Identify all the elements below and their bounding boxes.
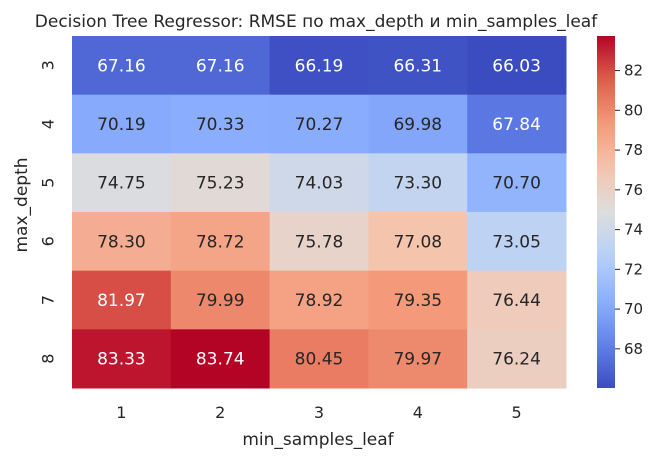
heatmap-cell-label: 79.35 [393,291,442,311]
y-tick-label: 4 [39,119,58,129]
heatmap-cell-label: 81.97 [97,291,146,311]
heatmap-cell [368,94,468,154]
colorbar-tick-label: 76 [624,181,643,199]
heatmap-cell-label: 70.33 [196,115,245,135]
heatmap-cell [72,212,172,272]
y-tick-label: 7 [39,295,58,305]
heatmap-cell-label: 76.44 [492,291,541,311]
colorbar-tick-label: 78 [624,141,643,159]
heatmap-cell-label: 79.99 [196,291,245,311]
colorbar-tick-label: 70 [624,300,643,318]
colorbar-tick-label: 82 [624,62,643,80]
x-tick-label: 4 [413,403,423,422]
y-tick-label: 8 [39,354,58,364]
heatmap-cell-label: 70.19 [97,115,146,135]
heatmap-cell [269,36,369,96]
heatmap-cell [467,94,567,154]
heatmap-cell-label: 78.30 [97,232,146,252]
heatmap-cell-label: 70.27 [295,115,344,135]
heatmap-cell [269,329,369,389]
y-tick-label: 5 [39,178,58,188]
heatmap-cell-label: 70.70 [492,174,541,194]
chart-title: Decision Tree Regressor: RMSE по max_dep… [35,12,598,32]
heatmap-cell-label: 79.97 [393,350,442,370]
heatmap-cell [368,329,468,389]
colorbar-tick-label: 80 [624,101,643,119]
colorbar-tick-label: 72 [624,260,643,278]
x-axis-ticks: 1 2 3 4 5 [116,403,521,422]
heatmap-cell [170,212,271,272]
colorbar-ticks: 68 70 72 74 76 78 80 82 [615,62,643,358]
colorbar-tick-label: 74 [624,221,643,239]
heatmap-cell-label: 66.19 [295,56,344,76]
heatmap-cell-label: 83.74 [196,350,245,370]
heatmap-cell-labels: 67.16 67.16 66.19 66.31 66.03 70.19 70.33 70.27… [97,56,541,369]
heatmap-cell [269,153,369,213]
heatmap-cell [368,270,468,330]
x-tick-label: 3 [314,403,324,422]
heatmap-cell [368,212,468,272]
heatmap-cell-label: 66.03 [492,56,541,76]
x-axis-label: min_samples_leaf [242,430,394,450]
heatmap-cell-label: 69.98 [393,115,442,135]
heatmap-cell [72,270,172,330]
heatmap-cell [170,36,271,96]
heatmap-cell-label: 76.24 [492,350,541,370]
heatmap-cell-label: 77.08 [393,232,442,252]
heatmap-cell [170,153,271,213]
colorbar [597,36,615,388]
colorbar-tick-label: 68 [624,340,643,358]
heatmap-cell [368,153,468,213]
x-tick-label: 5 [512,403,522,422]
heatmap-cell [170,270,271,330]
heatmap-cell [269,270,369,330]
heatmap-cell-label: 74.75 [97,174,146,194]
x-tick-label: 1 [116,403,126,422]
heatmap-cell [467,329,567,389]
heatmap-cell [72,94,172,154]
heatmap-cell [467,270,567,330]
heatmap-cell-label: 74.03 [295,174,344,194]
y-tick-label: 6 [39,236,58,246]
x-tick-label: 2 [215,403,225,422]
heatmap-cell [72,153,172,213]
heatmap-cell-label: 75.78 [295,232,344,252]
heatmap-cell-label: 67.16 [196,56,245,76]
heatmap-cell [467,153,567,213]
y-axis-label: max_depth [12,157,32,252]
heatmap-cell-label: 75.23 [196,174,245,194]
y-tick-label: 3 [39,60,58,70]
y-axis-ticks: 3 4 5 6 7 8 [39,60,58,364]
heatmap-cell [269,94,369,154]
heatmap-cell [170,329,271,389]
heatmap-cell [72,329,172,389]
heatmap-cell [467,212,567,272]
heatmap-cell [72,36,172,96]
heatmap-cell-label: 83.33 [97,350,146,370]
heatmap-cell-label: 67.84 [492,115,541,135]
heatmap-cell [269,212,369,272]
heatmap-cell-label: 73.05 [492,232,541,252]
heatmap-cell-label: 73.30 [393,174,442,194]
heatmap-cell-label: 66.31 [393,56,442,76]
heatmap-cell-label: 78.92 [295,291,344,311]
heatmap-cell [368,36,468,96]
heatmap-cell-label: 80.45 [295,350,344,370]
heatmap-cells [72,36,567,389]
heatmap-cell-label: 78.72 [196,232,245,252]
heatmap-cell [467,36,567,96]
heatmap-cell-label: 67.16 [97,56,146,76]
heatmap-cell [170,94,271,154]
